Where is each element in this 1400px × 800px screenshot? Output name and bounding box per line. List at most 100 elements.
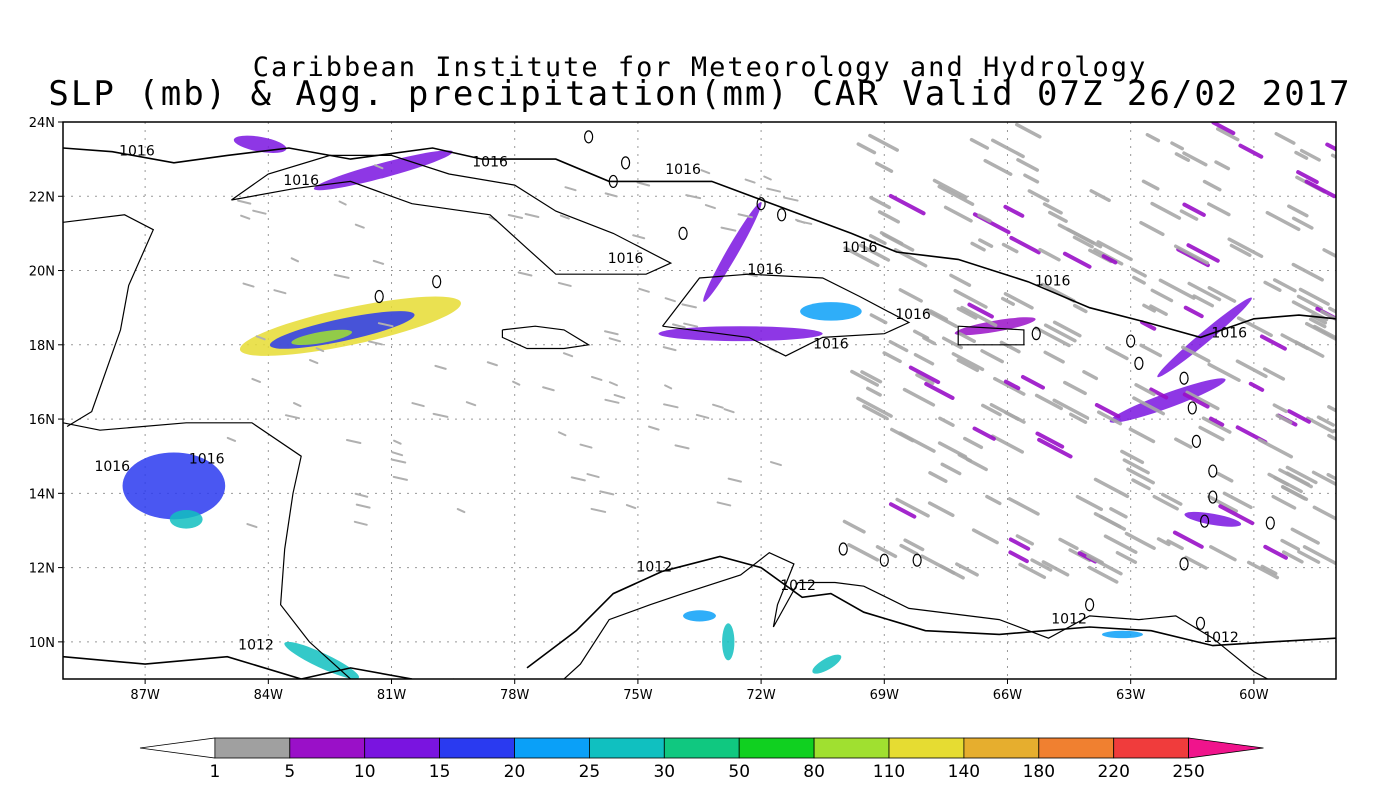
precip-streak — [1124, 531, 1156, 550]
precip-streak — [1052, 320, 1082, 338]
precip-streak — [895, 497, 930, 518]
precip-streak — [866, 386, 882, 397]
island — [1179, 371, 1189, 385]
precip-streak — [1182, 202, 1206, 217]
precip-streak — [908, 365, 941, 385]
island — [1031, 327, 1041, 341]
precip-streak — [856, 396, 893, 418]
precip-streak — [1259, 334, 1287, 351]
precip-streak — [392, 475, 408, 481]
precip-streak — [625, 504, 637, 510]
precip-streak — [956, 306, 978, 320]
precip-streak — [856, 142, 877, 155]
island — [1191, 434, 1201, 448]
lat-tick-label: 14N — [29, 487, 55, 502]
precip-streak — [1008, 550, 1029, 564]
precip-streak — [524, 212, 540, 218]
colorbar-label: 15 — [429, 762, 451, 782]
precip-streak — [925, 309, 959, 329]
lat-tick-label: 18N — [29, 339, 55, 354]
precip-streak — [226, 436, 237, 442]
precip-streak — [990, 138, 1025, 159]
precip-streak — [763, 175, 772, 181]
precip-streak — [1128, 427, 1156, 444]
precip-streak — [875, 545, 898, 559]
precip-streak — [486, 361, 498, 367]
precip-streak — [766, 187, 781, 193]
precip-area — [233, 135, 287, 153]
precip-streak — [971, 528, 999, 545]
precip-streak — [999, 340, 1021, 354]
precip-area — [313, 150, 453, 191]
colorbar-label: 5 — [284, 762, 295, 782]
coastline-southam — [453, 552, 1269, 679]
precip-streak — [924, 381, 955, 400]
colorbar-segment — [888, 737, 965, 759]
precip-streak — [309, 359, 319, 365]
coastline-puertorico — [957, 325, 1025, 346]
precip-streak — [293, 402, 302, 408]
contour-label: 1016 — [94, 459, 130, 475]
precip-streak — [517, 271, 533, 277]
precip-streak — [315, 347, 325, 353]
precip-streak — [1305, 321, 1336, 342]
precip-streak — [1263, 280, 1282, 292]
precip-streak — [1248, 381, 1265, 392]
precip-streak — [1072, 303, 1088, 314]
colorbar-segment — [289, 737, 366, 759]
precip-streak — [869, 313, 888, 325]
precip-streak — [1184, 555, 1208, 570]
precip-streak — [432, 412, 449, 418]
precip-streak — [1183, 305, 1204, 319]
precip-area — [703, 202, 762, 302]
lat-tick-label: 12N — [29, 562, 55, 577]
precip-streak — [570, 476, 586, 482]
precip-streak — [1082, 370, 1099, 381]
precip-streak — [542, 386, 555, 392]
contour-label: 1016 — [1211, 325, 1247, 341]
precip-streak — [939, 564, 965, 580]
precip-streak — [599, 490, 615, 496]
precip-area — [722, 623, 735, 661]
island — [1208, 464, 1218, 478]
precip-streak — [941, 336, 963, 350]
precip-streak — [723, 408, 735, 414]
precip-streak — [1322, 248, 1336, 259]
precip-streak — [1236, 316, 1273, 338]
precip-streak — [512, 380, 521, 386]
precip-streak — [1227, 237, 1264, 259]
precip-streak — [1015, 534, 1035, 546]
precip-streak — [1149, 304, 1168, 316]
precip-streak — [1009, 235, 1041, 255]
slp-contour-line — [63, 147, 1336, 339]
precip-streak — [290, 257, 300, 263]
colorbar-segment — [139, 737, 216, 759]
precip-streak — [590, 375, 603, 381]
colorbar-label: 80 — [803, 762, 825, 782]
precip-streak — [353, 520, 368, 526]
precip-streak — [604, 192, 618, 198]
precip-streak — [1265, 210, 1301, 232]
precip-streak — [1311, 470, 1336, 487]
chart-title-line-1: Caribbean Institute for Meteorology and … — [252, 52, 1148, 83]
lon-tick-label: 63W — [1116, 688, 1146, 703]
precip-streak — [700, 169, 711, 175]
island — [1126, 334, 1136, 348]
precip-streak — [980, 349, 1004, 364]
precip-streak — [899, 543, 919, 556]
precip-streak — [391, 451, 404, 457]
precip-streak — [368, 340, 383, 346]
precip-streak — [1260, 564, 1278, 576]
precip-streak — [928, 471, 948, 483]
precip-streak — [1274, 132, 1296, 145]
precip-streak — [1003, 379, 1021, 391]
precip-streak — [1262, 367, 1286, 381]
precip-streak — [1094, 403, 1121, 419]
colorbar-segment — [364, 737, 441, 759]
precip-streak — [672, 323, 686, 329]
precip-streak — [1018, 562, 1047, 580]
precipitation-field — [122, 135, 1252, 679]
precip-streak — [915, 373, 935, 385]
precip-streak — [664, 384, 673, 390]
precip-streak — [983, 158, 1013, 176]
